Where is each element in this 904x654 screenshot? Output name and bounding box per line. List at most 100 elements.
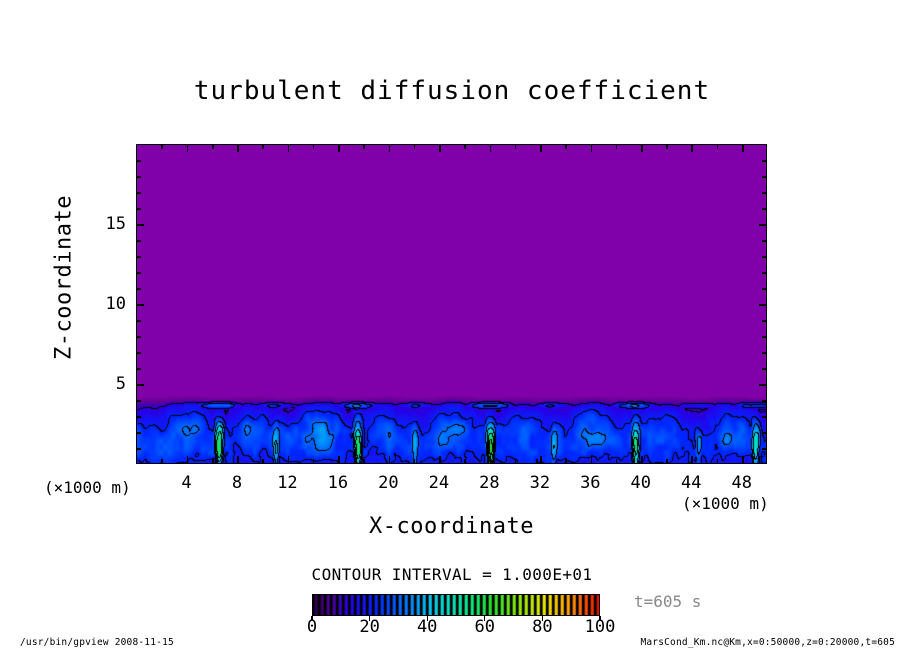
colorbar-tick: [426, 616, 428, 621]
x-tick-label: 32: [529, 473, 551, 493]
tick-mark: [759, 384, 766, 386]
tick-mark: [388, 145, 391, 152]
tick-mark: [211, 145, 214, 149]
tick-mark: [762, 288, 766, 290]
tick-mark: [691, 456, 694, 463]
tick-mark: [641, 456, 643, 463]
tick-mark: [762, 272, 766, 274]
tick-mark: [489, 145, 492, 152]
tick-mark: [590, 456, 593, 463]
x-tick-label: 36: [580, 473, 601, 493]
tick-mark: [137, 416, 141, 418]
tick-mark: [161, 459, 164, 463]
x-tick-label: 28: [479, 473, 500, 493]
tick-mark: [741, 456, 744, 463]
tick-mark: [161, 145, 164, 149]
tick-mark: [413, 145, 416, 149]
x-tick-label: 16: [327, 473, 349, 493]
x-tick-label: 44: [681, 473, 702, 493]
y-tick-label: 5: [115, 374, 126, 394]
tick-mark: [762, 208, 766, 210]
x-axis-unit-label: (×1000 m): [682, 494, 769, 513]
tick-mark: [211, 459, 214, 463]
tick-mark: [762, 368, 766, 370]
tick-mark: [137, 288, 141, 290]
tick-mark: [540, 145, 542, 152]
tick-mark: [565, 145, 567, 149]
tick-mark: [759, 304, 766, 306]
tick-mark: [439, 456, 441, 463]
tick-mark: [762, 432, 766, 434]
colorbar-tick: [368, 616, 371, 621]
tick-mark: [287, 456, 290, 463]
tick-mark: [186, 145, 189, 152]
colorbar-swatches: [313, 595, 599, 615]
tick-mark: [514, 145, 517, 149]
colorbar-tick: [541, 616, 544, 621]
tick-mark: [762, 240, 766, 242]
tick-mark: [439, 145, 441, 152]
tick-mark: [287, 145, 290, 152]
tick-mark: [137, 192, 141, 194]
tick-mark: [137, 256, 141, 258]
tick-mark: [762, 192, 766, 194]
colorbar-tick-label: 60: [474, 617, 496, 637]
tick-mark: [762, 256, 766, 258]
tick-mark: [762, 320, 766, 322]
tick-mark: [514, 459, 517, 463]
x-tick-label: 8: [231, 473, 243, 493]
colorbar-tick: [599, 616, 601, 621]
tick-mark: [338, 145, 340, 152]
tick-mark: [762, 160, 766, 162]
y-tick-label: 10: [105, 294, 126, 314]
tick-mark: [137, 304, 144, 306]
colorbar-tick-label: 20: [359, 617, 380, 637]
x-tick-label: 24: [428, 473, 450, 493]
footer-dataset-label: MarsCond_Km.nc@Km,x=0:50000,z=0:20000,t=…: [640, 637, 895, 648]
tick-mark: [137, 272, 141, 274]
tick-mark: [262, 145, 264, 149]
tick-mark: [716, 459, 719, 463]
tick-mark: [137, 240, 141, 242]
tick-mark: [762, 448, 766, 450]
colorbar-tick-label: 40: [416, 617, 438, 637]
colorbar-tick-label: 80: [532, 617, 553, 637]
tick-mark: [762, 416, 766, 418]
tick-mark: [137, 176, 141, 178]
x-tick-label: 4: [181, 473, 192, 493]
tick-mark: [666, 459, 668, 463]
tick-mark: [363, 145, 365, 149]
y-axis-unit-label: (×1000 m): [44, 478, 131, 497]
tick-mark: [762, 352, 766, 354]
x-tick-label: 12: [277, 473, 298, 493]
x-tick-label: 40: [630, 473, 652, 493]
colorbar-tick: [311, 616, 313, 621]
tick-mark: [464, 459, 466, 463]
tick-mark: [237, 145, 239, 152]
tick-mark: [388, 456, 391, 463]
y-axis-title: Z-coordinate: [51, 195, 77, 360]
tick-mark: [137, 320, 141, 322]
x-tick-label: 48: [731, 473, 752, 493]
tick-mark: [312, 145, 315, 149]
time-stamp-label: t=605 s: [634, 592, 702, 611]
x-tick-label: 20: [378, 473, 399, 493]
tick-mark: [666, 145, 668, 149]
tick-mark: [186, 456, 189, 463]
tick-mark: [565, 459, 567, 463]
colorbar: [311, 594, 601, 621]
tick-mark: [489, 456, 492, 463]
tick-mark: [759, 224, 766, 226]
tick-mark: [137, 352, 141, 354]
tick-mark: [363, 459, 365, 463]
tick-mark: [137, 160, 141, 162]
contour-interval-caption: CONTOUR INTERVAL = 1.000E+01: [311, 565, 593, 584]
tick-mark: [741, 145, 744, 152]
colorbar-tick-label: 0: [306, 617, 318, 637]
tick-mark: [137, 224, 144, 226]
footer-command-label: /usr/bin/gpview 2008-11-15: [20, 637, 174, 648]
tick-mark: [137, 368, 141, 370]
tick-mark: [137, 336, 141, 338]
tick-mark: [312, 459, 315, 463]
